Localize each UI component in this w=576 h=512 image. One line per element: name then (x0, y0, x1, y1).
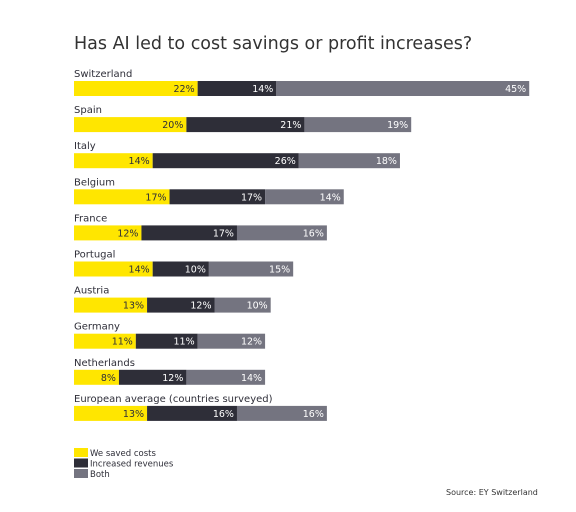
category-label: Portugal (74, 250, 115, 261)
bar-row-spain: Spain 20% 21% 19% (74, 105, 412, 133)
bar-segment-both (276, 81, 530, 96)
bar-segment-both (208, 261, 294, 277)
data-label: 13% (123, 409, 144, 420)
bar-segment-we-saved-costs (74, 117, 187, 133)
data-label: 14% (129, 265, 150, 276)
data-label: 12% (117, 228, 138, 239)
data-label: 26% (275, 156, 296, 167)
data-label: 20% (162, 120, 183, 131)
data-label: 14% (252, 84, 273, 95)
category-label: European average (countries surveyed) (74, 394, 273, 405)
legend-label: Increased revenues (90, 460, 174, 470)
bar-segment-we-saved-costs (74, 225, 142, 241)
bar-row-portugal: Portugal 14% 10% 15% (74, 250, 294, 277)
data-label: 11% (112, 337, 133, 348)
bar-segment-increased-revenues (186, 117, 305, 133)
legend-label: Both (90, 470, 110, 480)
bar-segment-we-saved-costs (74, 81, 198, 96)
data-label: 11% (174, 337, 195, 348)
data-label: 16% (303, 228, 324, 239)
category-label: Spain (74, 105, 102, 116)
bar-segment-both (236, 405, 327, 421)
bar-segment-increased-revenues (135, 333, 198, 349)
bar-row-germany: Germany 11% 11% 12% (74, 322, 266, 349)
bar-segment-both (214, 297, 271, 313)
bar-segment-both (236, 225, 327, 241)
data-label: 18% (376, 156, 397, 167)
data-label: 12% (162, 373, 183, 384)
bar-segment-increased-revenues (147, 297, 215, 313)
bar-segment-we-saved-costs (74, 153, 153, 169)
bar-row-france: France 12% 17% 16% (74, 213, 327, 241)
data-label: 12% (241, 337, 262, 348)
data-label: 15% (269, 265, 290, 276)
bar-segment-we-saved-costs (74, 261, 153, 277)
category-label: Austria (74, 286, 109, 297)
data-label: 17% (241, 192, 262, 203)
bar-segment-we-saved-costs (74, 297, 148, 313)
data-label: 16% (303, 409, 324, 420)
bar-row-austria: Austria 13% 12% 10% (74, 286, 271, 313)
data-label: 19% (387, 120, 408, 131)
data-label: 8% (101, 373, 116, 384)
category-label: Italy (74, 141, 96, 152)
bar-segment-both (197, 333, 266, 349)
data-label: 14% (241, 373, 262, 384)
bar-segment-both (265, 189, 344, 205)
bar-segment-both (304, 117, 412, 133)
category-label: Switzerland (74, 69, 132, 80)
data-label: 10% (185, 265, 206, 276)
legend-swatch (74, 458, 88, 468)
chart-source: Source: EY Switzerland (446, 488, 538, 497)
legend-label: We saved costs (90, 449, 156, 459)
bar-row-italy: Italy 14% 26% 18% (74, 141, 400, 169)
bar-row-netherlands: Netherlands 8% 12% 14% (74, 358, 266, 385)
legend-swatch (74, 469, 88, 478)
bar-segment-increased-revenues (197, 81, 277, 96)
data-label: 21% (280, 120, 301, 131)
bar-segment-increased-revenues (152, 153, 299, 169)
category-label: France (74, 213, 107, 224)
legend-swatch (74, 448, 88, 457)
bar-segment-we-saved-costs (74, 333, 136, 349)
bar-segment-both (186, 369, 266, 385)
chart-title: Has AI led to cost savings or profit inc… (74, 34, 473, 54)
bar-row-switzerland: Switzerland 22% 14% 45% (74, 69, 530, 96)
bar-segment-increased-revenues (141, 225, 237, 241)
category-label: Netherlands (74, 358, 135, 369)
bar-segment-we-saved-costs (74, 189, 170, 205)
data-label: 17% (213, 228, 234, 239)
bar-segment-increased-revenues (169, 189, 266, 205)
bar-row-european-average-countries-surveyed: European average (countries surveyed) 13%… (74, 394, 327, 421)
data-label: 14% (129, 156, 150, 167)
data-label: 12% (190, 301, 211, 312)
category-label: Germany (74, 322, 120, 333)
data-label: 17% (145, 192, 166, 203)
data-label: 13% (123, 301, 144, 312)
category-label: Belgium (74, 177, 115, 188)
bar-segment-increased-revenues (118, 369, 187, 385)
bar-row-belgium: Belgium 17% 17% 14% (74, 177, 344, 205)
data-label: 14% (320, 192, 341, 203)
data-label: 22% (174, 84, 195, 95)
data-label: 45% (505, 84, 526, 95)
bar-segment-we-saved-costs (74, 369, 119, 385)
bar-segment-increased-revenues (152, 261, 209, 277)
data-label: 16% (213, 409, 234, 420)
bar-segment-increased-revenues (147, 405, 237, 421)
data-label: 10% (247, 301, 268, 312)
bar-segment-we-saved-costs (74, 405, 148, 421)
bar-segment-both (298, 153, 400, 169)
